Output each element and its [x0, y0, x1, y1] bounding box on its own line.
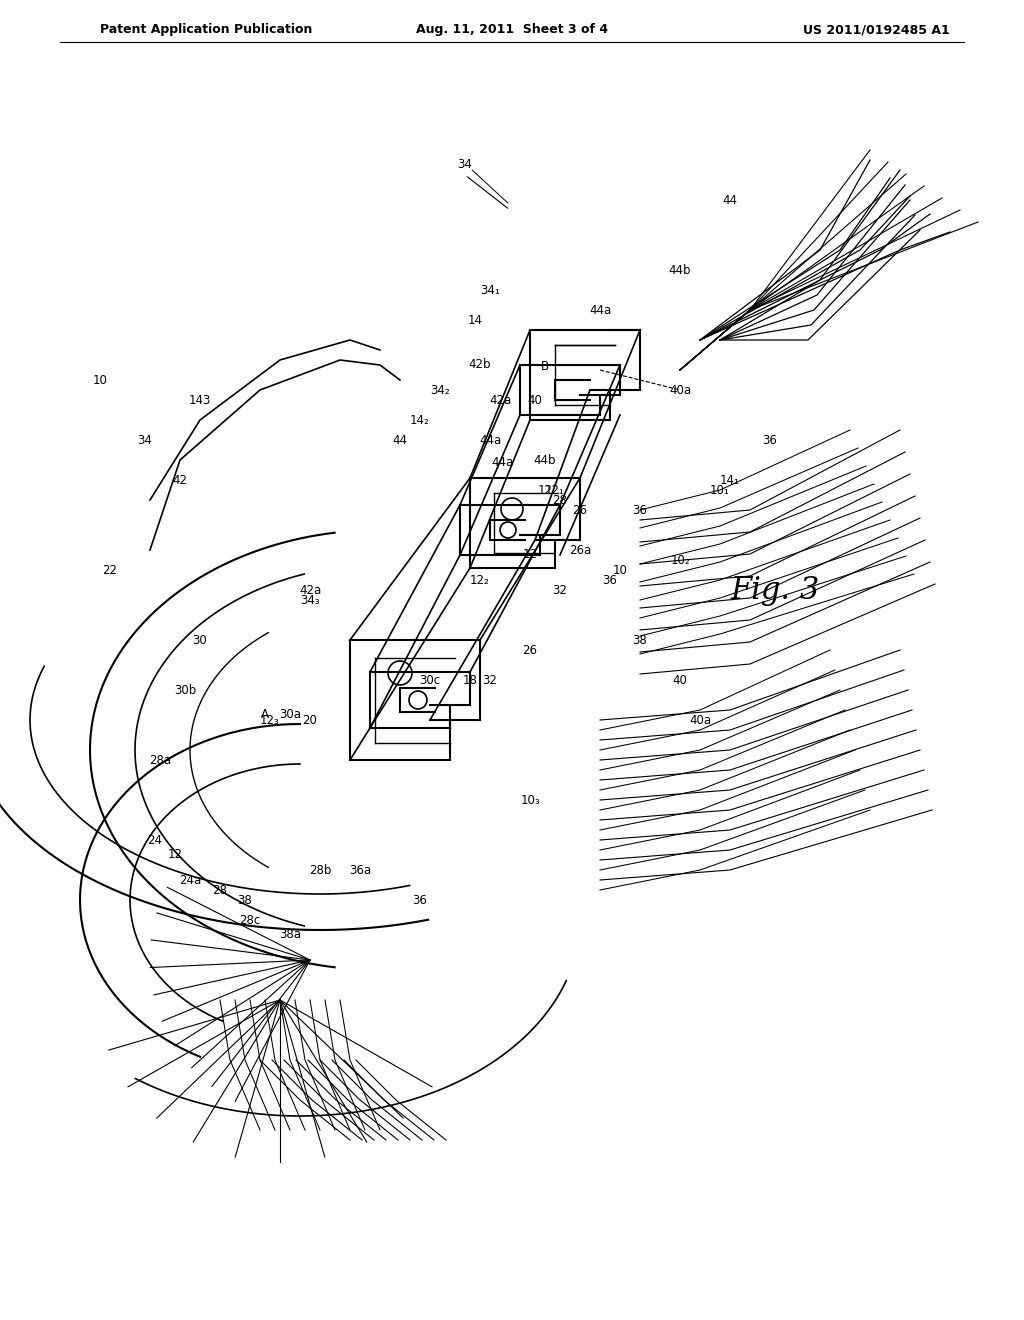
Text: 40: 40	[527, 393, 543, 407]
Text: 10₁: 10₁	[710, 483, 730, 496]
Text: 30c: 30c	[420, 673, 440, 686]
Text: 44a: 44a	[479, 433, 501, 446]
Text: 36: 36	[602, 573, 617, 586]
Text: 20: 20	[302, 714, 317, 726]
Text: 10₂: 10₂	[670, 553, 690, 566]
Text: 44: 44	[723, 194, 737, 206]
Text: 32: 32	[482, 673, 498, 686]
Text: 10₃: 10₃	[520, 793, 540, 807]
Text: 34₂: 34₂	[430, 384, 450, 396]
Text: Fig. 3: Fig. 3	[730, 574, 819, 606]
Text: 10: 10	[612, 564, 628, 577]
Text: 44b: 44b	[669, 264, 691, 276]
Text: 24: 24	[147, 833, 163, 846]
Text: 36: 36	[633, 503, 647, 516]
Text: 12: 12	[168, 849, 182, 862]
Text: 28a: 28a	[148, 754, 171, 767]
Text: 30: 30	[193, 634, 208, 647]
Text: 12₂: 12₂	[470, 573, 489, 586]
Text: 44a: 44a	[589, 304, 611, 317]
Text: 12₁: 12₁	[545, 483, 565, 496]
Text: 34₁: 34₁	[480, 284, 500, 297]
Text: 42a: 42a	[299, 583, 322, 597]
Text: Aug. 11, 2011  Sheet 3 of 4: Aug. 11, 2011 Sheet 3 of 4	[416, 24, 608, 37]
Text: US 2011/0192485 A1: US 2011/0192485 A1	[803, 24, 950, 37]
Text: 12: 12	[538, 483, 553, 496]
Text: 38: 38	[633, 634, 647, 647]
Text: 34: 34	[458, 158, 472, 172]
Text: 28b: 28b	[309, 863, 331, 876]
Text: 24a: 24a	[179, 874, 201, 887]
Text: Patent Application Publication: Patent Application Publication	[100, 24, 312, 37]
Text: 40a: 40a	[669, 384, 691, 396]
Text: 26: 26	[572, 503, 588, 516]
Text: 38: 38	[238, 894, 252, 907]
Text: 30b: 30b	[174, 684, 197, 697]
Text: 14₁: 14₁	[720, 474, 740, 487]
Text: 44a: 44a	[490, 457, 513, 470]
Text: 28: 28	[553, 494, 567, 507]
Text: 34: 34	[137, 433, 153, 446]
Text: 32: 32	[553, 583, 567, 597]
Text: 26: 26	[522, 644, 538, 656]
Text: 28: 28	[213, 883, 227, 896]
Text: 143: 143	[188, 393, 211, 407]
Text: 42b: 42b	[469, 359, 492, 371]
Text: 42a: 42a	[488, 393, 511, 407]
Text: 14₂: 14₂	[411, 413, 430, 426]
Text: 10: 10	[92, 374, 108, 387]
Text: 26a: 26a	[569, 544, 591, 557]
Text: 22: 22	[102, 564, 118, 577]
Text: 38a: 38a	[279, 928, 301, 941]
Text: 42: 42	[172, 474, 187, 487]
Text: 12: 12	[522, 549, 538, 561]
Text: 36: 36	[763, 433, 777, 446]
Text: 40a: 40a	[689, 714, 711, 726]
Text: 36: 36	[413, 894, 427, 907]
Text: 44b: 44b	[534, 454, 556, 466]
Text: 34₃: 34₃	[300, 594, 319, 606]
Text: B: B	[541, 360, 549, 374]
Text: 40: 40	[673, 673, 687, 686]
Text: 18: 18	[463, 673, 477, 686]
Text: 14: 14	[468, 314, 482, 326]
Text: 12₃: 12₃	[260, 714, 280, 726]
Text: 44: 44	[392, 433, 408, 446]
Text: 28c: 28c	[240, 913, 261, 927]
Text: 36a: 36a	[349, 863, 371, 876]
Text: 30a: 30a	[279, 709, 301, 722]
Text: A: A	[261, 709, 269, 722]
